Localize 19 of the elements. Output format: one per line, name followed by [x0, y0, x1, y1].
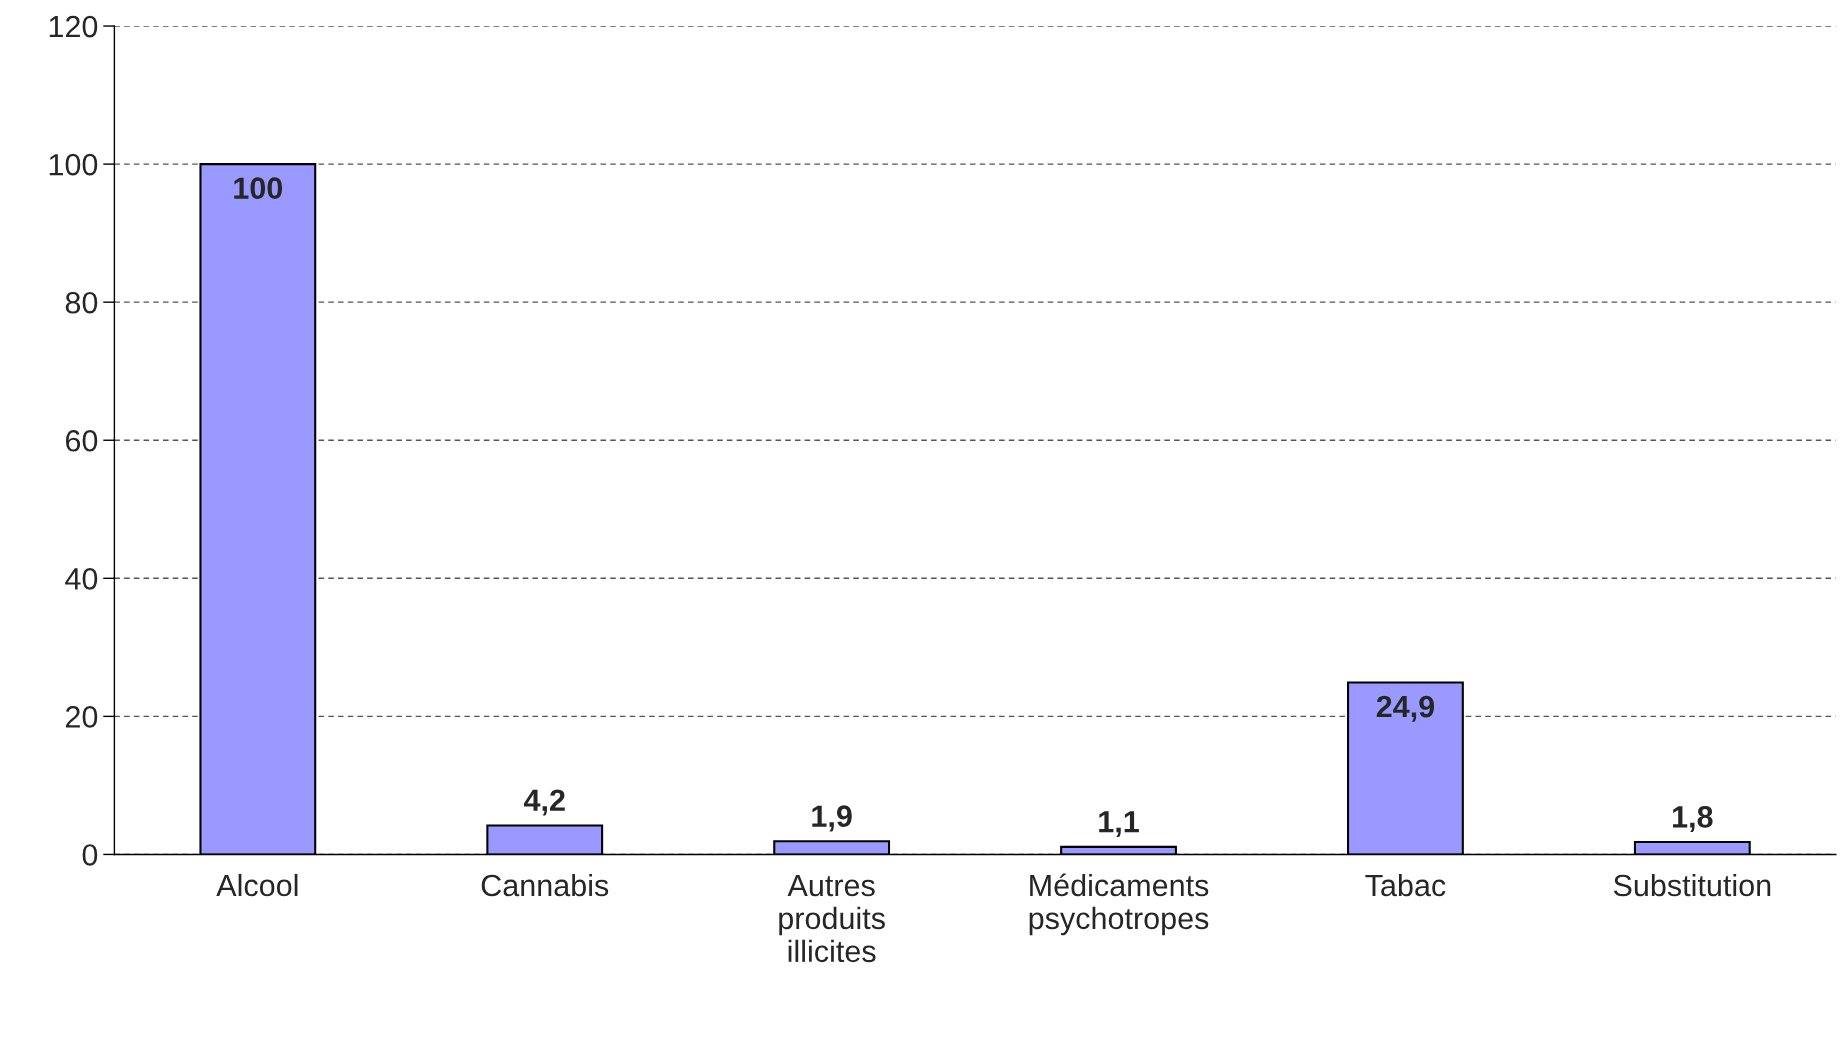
- y-tick-label: 0: [82, 844, 98, 866]
- data-label: 1,9: [812, 805, 852, 832]
- y-tick-label: 60: [65, 429, 98, 452]
- data-label: 24,9: [1376, 695, 1435, 722]
- x-tick-label: Substitution: [1613, 873, 1771, 897]
- y-tick-label: 40: [65, 568, 98, 590]
- x-tick-label: Tabac: [1365, 873, 1446, 897]
- x-tick-label: Médicaments psychotropes: [1029, 873, 1209, 936]
- y-tick-label: 100: [49, 153, 98, 176]
- x-tick-label: Alcool: [216, 873, 298, 897]
- y-tick-label: 20: [65, 706, 98, 728]
- y-tick-label: 120: [49, 15, 98, 38]
- x-tick-label: Autres produits illicites: [779, 875, 885, 963]
- x-tick-label: Cannabis: [481, 873, 609, 897]
- data-label: 100: [234, 177, 283, 199]
- data-label: 1,1: [1099, 811, 1139, 837]
- data-label: 1,8: [1673, 806, 1713, 833]
- data-label: 4,2: [523, 789, 565, 816]
- y-tick-label: 80: [65, 291, 98, 314]
